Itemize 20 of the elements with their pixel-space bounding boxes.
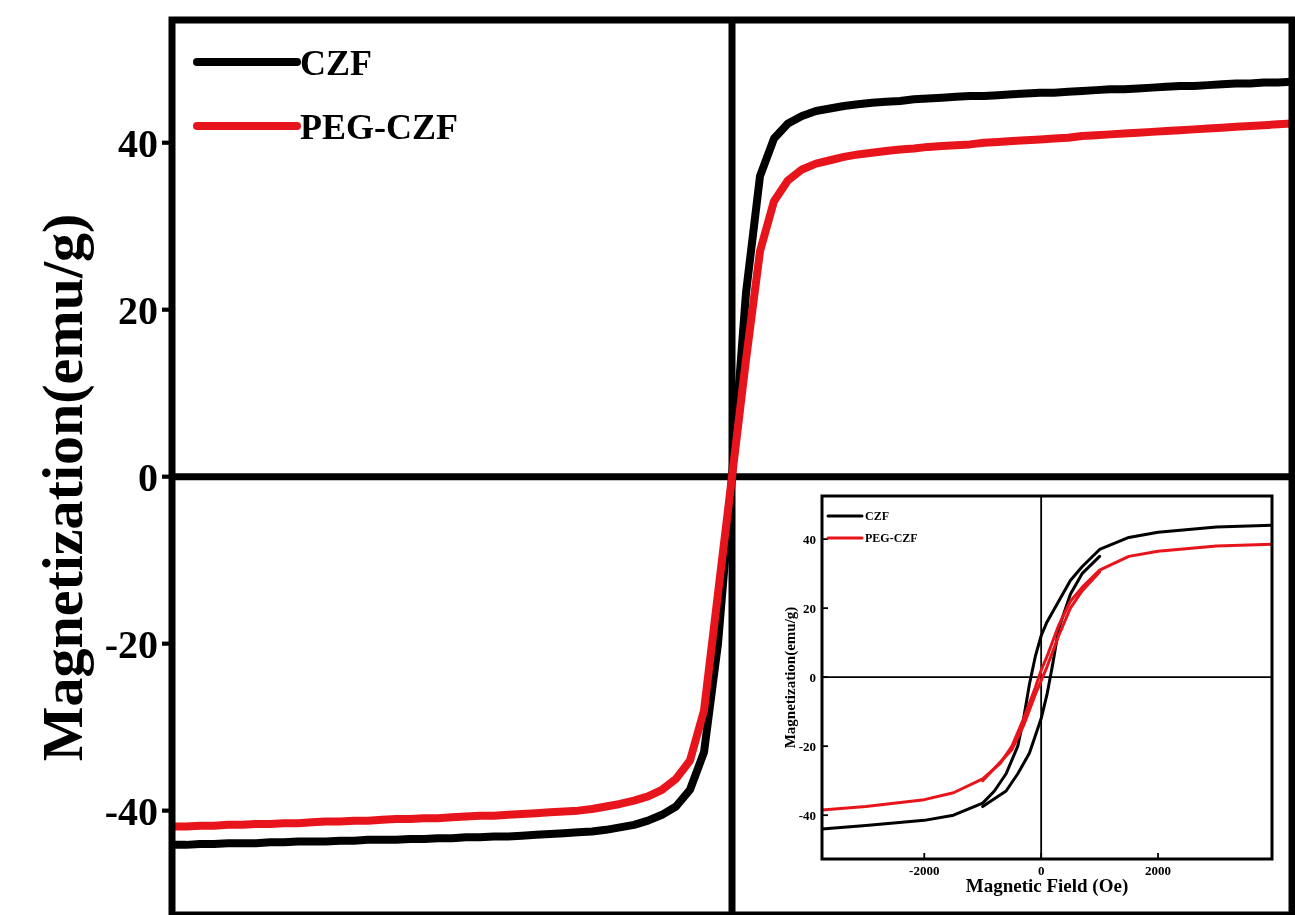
x-tick-label: 0 bbox=[1037, 863, 1045, 878]
y-tick-label: 40 bbox=[118, 120, 158, 166]
y-tick-label: -20 bbox=[798, 738, 816, 754]
legend-label: PEG-CZF bbox=[300, 106, 458, 147]
y-tick-label: 20 bbox=[803, 600, 816, 616]
legend-label: CZF bbox=[865, 509, 889, 524]
x-tick-label: 2000 bbox=[1145, 863, 1172, 878]
x-tick-label: -2000 bbox=[909, 863, 940, 878]
y-tick-label: 0 bbox=[138, 454, 158, 500]
legend-label: PEG-CZF bbox=[865, 531, 918, 546]
y-tick-label: -40 bbox=[104, 788, 158, 834]
y-tick-label: 20 bbox=[118, 287, 158, 333]
x-axis-title: Magnetic Field (Oe) bbox=[965, 875, 1129, 897]
y-axis-title: Magnetization(emu/g) bbox=[30, 213, 96, 762]
y-tick-label: 0 bbox=[809, 669, 816, 685]
y-tick-label: -40 bbox=[798, 807, 816, 823]
y-tick-label: 40 bbox=[803, 531, 816, 547]
legend-label: CZF bbox=[300, 42, 372, 83]
y-axis-title: Magnetization(emu/g) bbox=[782, 606, 800, 749]
y-tick-label: -20 bbox=[104, 621, 158, 667]
